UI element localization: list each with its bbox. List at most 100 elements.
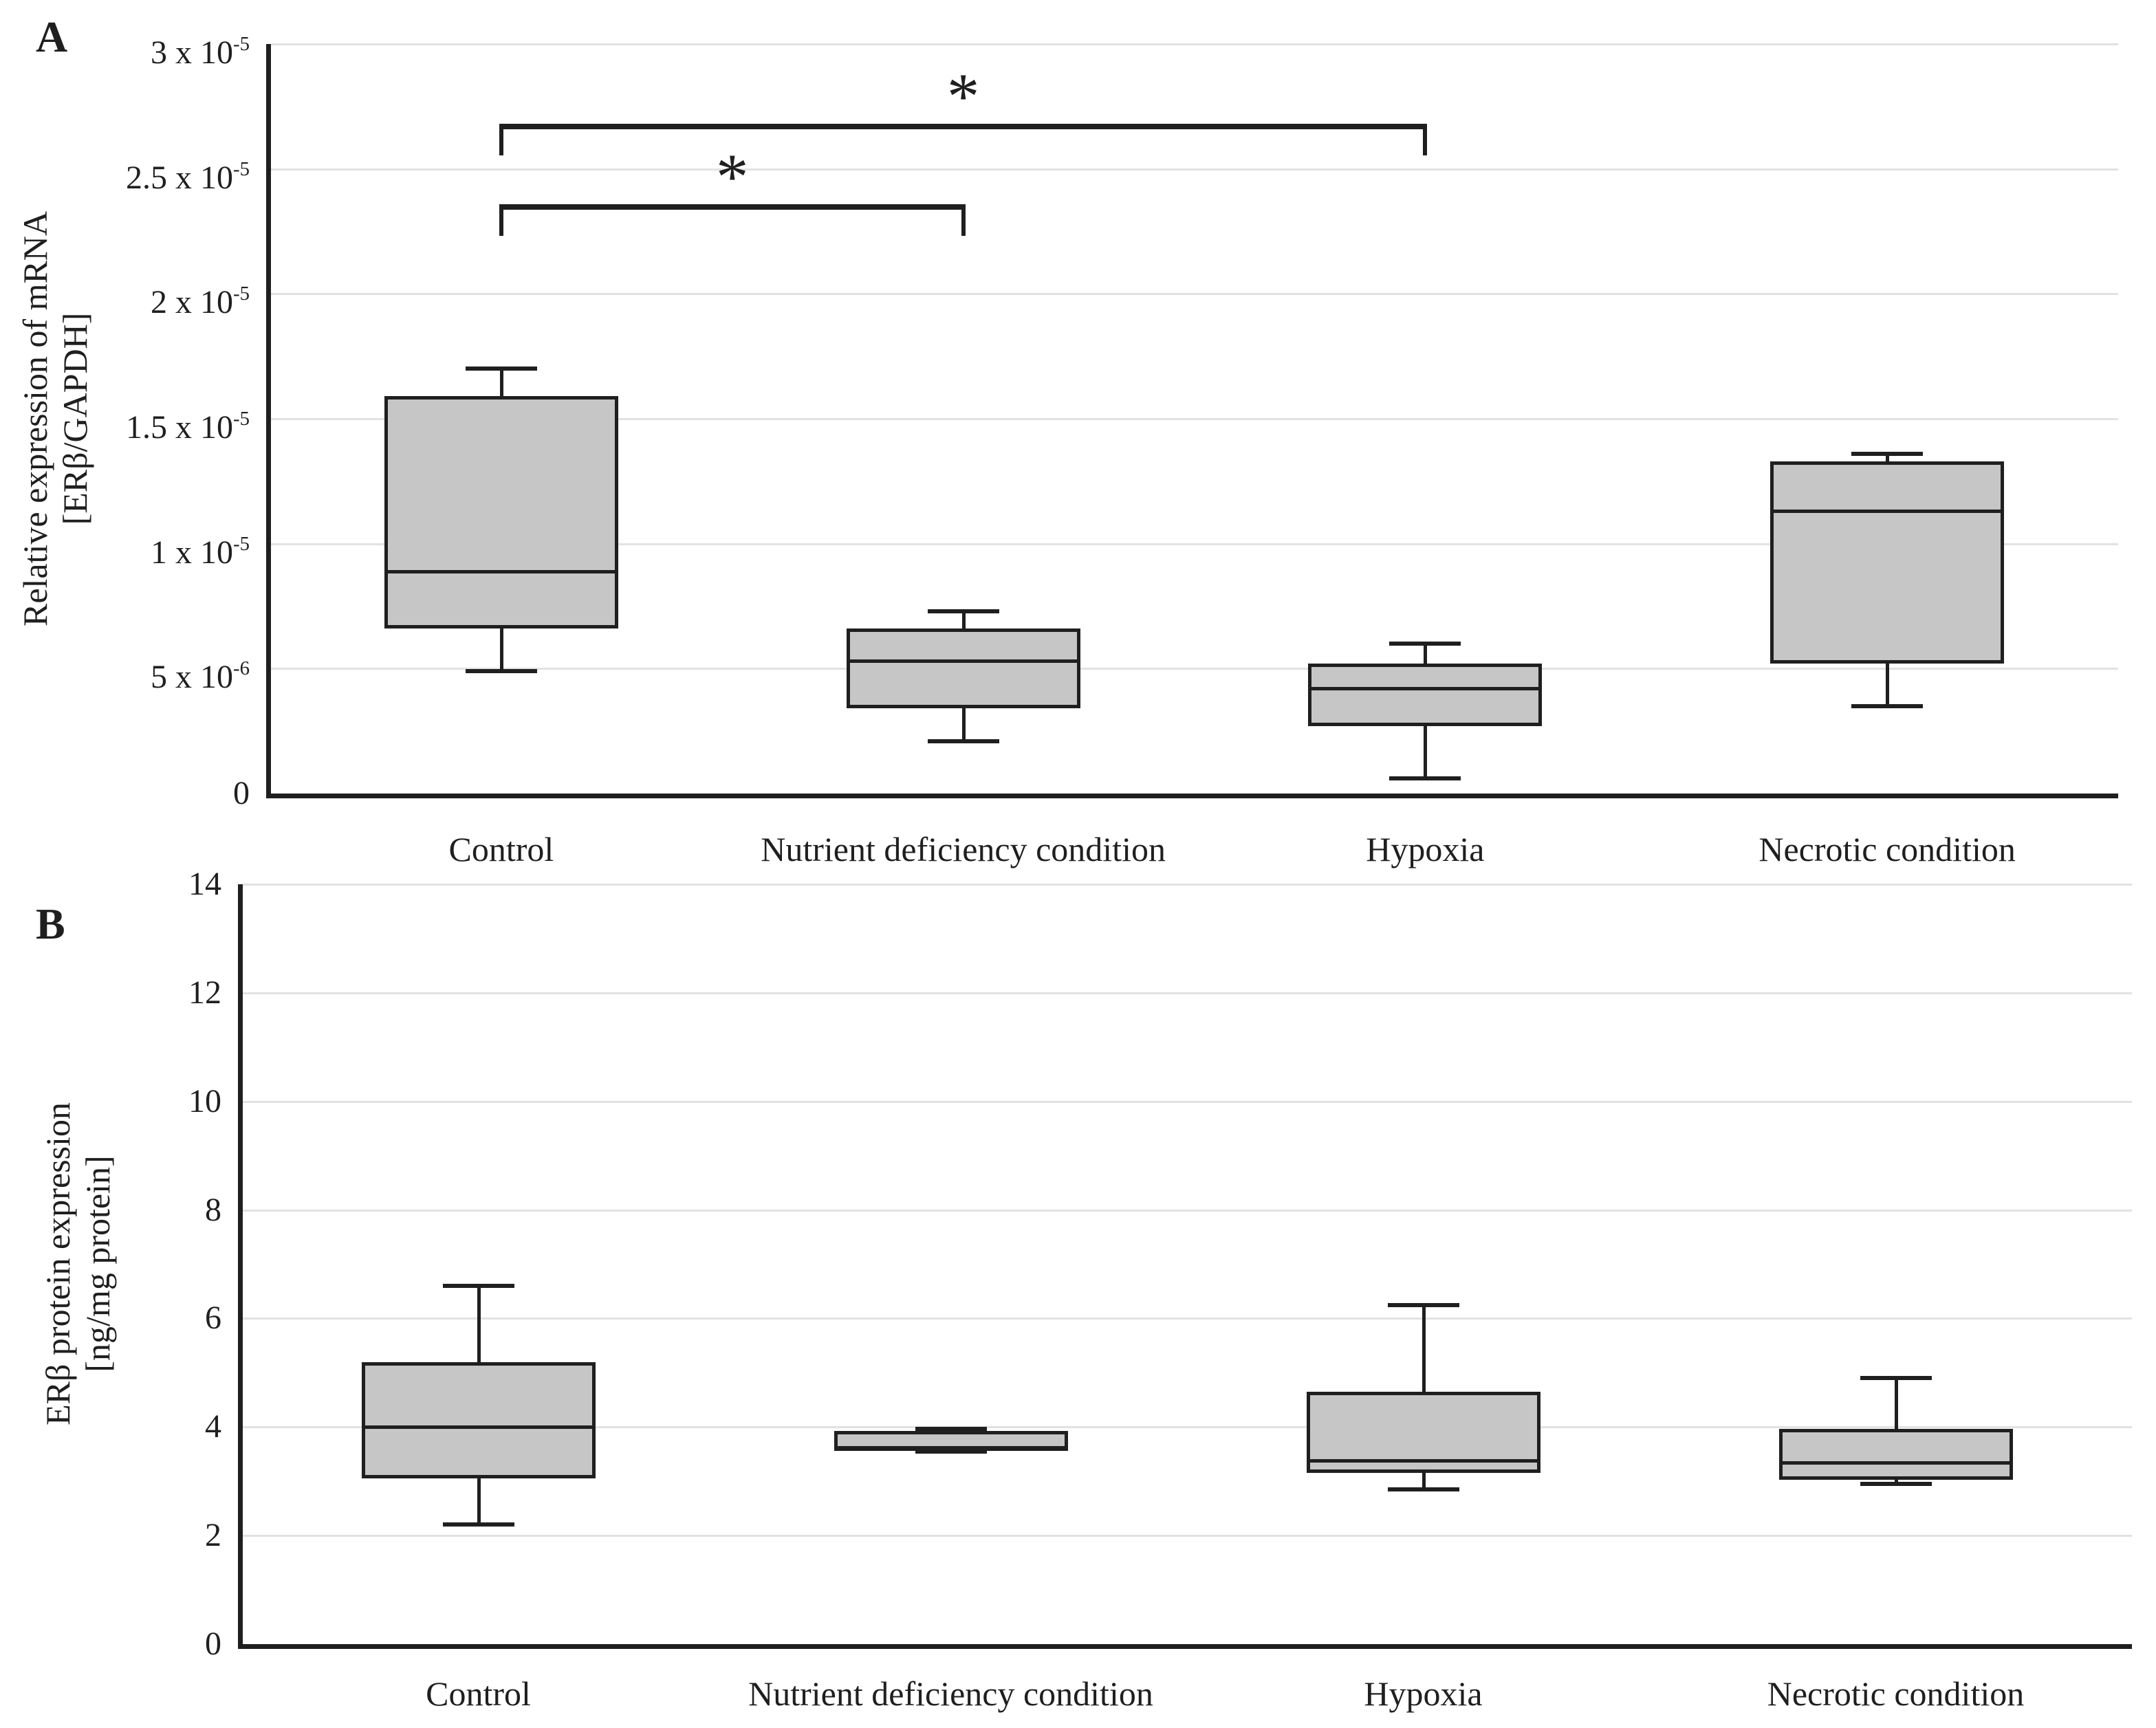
whisker-stem-bottom-nutrient-deficiency-condition bbox=[961, 708, 966, 741]
panel-b-y-axis-title: ERβ protein expression [ng/mg protein] bbox=[38, 1102, 118, 1425]
y-tick-exponent: -5 bbox=[233, 33, 250, 55]
box-necrotic-condition bbox=[1778, 1428, 2013, 1480]
median-line-hypoxia bbox=[1306, 1459, 1540, 1463]
y-tick-label: 1 x 10-5 bbox=[151, 532, 250, 571]
box-control bbox=[384, 396, 618, 629]
whisker-stem-top-hypoxia bbox=[1424, 644, 1428, 664]
significance-bracket bbox=[499, 124, 1428, 156]
y-axis-line bbox=[266, 44, 271, 798]
whisker-stem-top-hypoxia bbox=[1422, 1304, 1426, 1392]
y-tick-label: 3 x 10-5 bbox=[151, 33, 250, 72]
panel-b-letter: B bbox=[36, 899, 65, 948]
y-axis-line bbox=[238, 884, 243, 1649]
whisker-stem-bottom-hypoxia bbox=[1424, 725, 1428, 779]
x-axis-line bbox=[238, 1644, 2132, 1649]
whisker-stem-bottom-necrotic-condition bbox=[1886, 664, 1890, 706]
box-control bbox=[361, 1361, 596, 1479]
significance-bracket bbox=[499, 204, 966, 236]
category-label-necrotic-condition: Necrotic condition bbox=[1767, 1674, 2025, 1713]
median-line-nutrient-deficiency-condition bbox=[846, 659, 1080, 664]
whisker-cap-bottom-control bbox=[442, 1522, 514, 1527]
panel-b-y-axis-title-line: ERβ protein expression bbox=[39, 1102, 77, 1425]
significance-asterisk: * bbox=[716, 140, 749, 213]
y-tick-label: 0 bbox=[205, 1626, 221, 1662]
y-tick-exponent: -5 bbox=[233, 283, 250, 305]
gridline bbox=[243, 1426, 2132, 1429]
y-tick-label: 10 bbox=[188, 1082, 221, 1119]
gridline bbox=[243, 1317, 2132, 1320]
whisker-stem-bottom-necrotic-condition bbox=[1894, 1479, 1898, 1485]
whisker-cap-bottom-necrotic-condition bbox=[1860, 1482, 1932, 1487]
whisker-cap-top-control bbox=[465, 367, 537, 371]
gridline bbox=[271, 543, 2118, 545]
y-tick-label: 6 bbox=[205, 1300, 221, 1337]
panel-a-letter: A bbox=[36, 12, 68, 61]
y-tick-label: 1.5 x 10-5 bbox=[126, 408, 250, 446]
category-label-hypoxia: Hypoxia bbox=[1366, 830, 1485, 868]
category-label-necrotic-condition: Necrotic condition bbox=[1758, 830, 2016, 868]
whisker-cap-top-necrotic-condition bbox=[1860, 1376, 1932, 1381]
y-tick-label: 0 bbox=[233, 775, 250, 811]
median-line-necrotic-condition bbox=[1770, 510, 2005, 514]
y-tick-label: 4 bbox=[205, 1408, 221, 1445]
whisker-stem-top-necrotic-condition bbox=[1894, 1378, 1898, 1429]
y-tick-exponent: -6 bbox=[233, 657, 250, 680]
y-tick-exponent: -5 bbox=[233, 532, 250, 555]
median-line-necrotic-condition bbox=[1778, 1461, 2013, 1465]
y-tick-label: 2 x 10-5 bbox=[151, 283, 250, 321]
category-label-nutrient-deficiency-condition: Nutrient deficiency condition bbox=[761, 830, 1166, 868]
x-axis-line bbox=[266, 794, 2118, 798]
category-label-hypoxia: Hypoxia bbox=[1364, 1674, 1483, 1713]
whisker-stem-top-necrotic-condition bbox=[1886, 453, 1890, 461]
whisker-cap-bottom-control bbox=[465, 668, 537, 673]
gridline bbox=[271, 668, 2118, 670]
whisker-stem-top-nutrient-deficiency-condition bbox=[961, 611, 966, 629]
gridline bbox=[271, 293, 2118, 296]
whisker-cap-bottom-necrotic-condition bbox=[1851, 703, 1924, 708]
median-line-hypoxia bbox=[1308, 687, 1543, 691]
whisker-cap-bottom-nutrient-deficiency-condition bbox=[927, 739, 999, 743]
category-label-nutrient-deficiency-condition: Nutrient deficiency condition bbox=[748, 1674, 1153, 1713]
whisker-cap-bottom-hypoxia bbox=[1387, 1487, 1459, 1492]
whisker-cap-top-nutrient-deficiency-condition bbox=[927, 609, 999, 613]
y-tick-label: 8 bbox=[205, 1191, 221, 1228]
whisker-cap-top-hypoxia bbox=[1387, 1302, 1459, 1307]
box-necrotic-condition bbox=[1770, 461, 2005, 664]
median-line-control bbox=[384, 569, 618, 573]
whisker-stem-bottom-hypoxia bbox=[1422, 1473, 1426, 1490]
gridline bbox=[243, 1100, 2132, 1103]
gridline bbox=[271, 418, 2118, 420]
box-nutrient-deficiency-condition bbox=[846, 628, 1080, 709]
gridline bbox=[271, 43, 2118, 45]
gridline bbox=[271, 168, 2118, 171]
whisker-stem-top-control bbox=[499, 369, 503, 397]
panel-b-y-axis-title-line: [ng/mg protein] bbox=[78, 1155, 117, 1372]
gridline bbox=[243, 884, 2132, 886]
y-tick-label: 14 bbox=[188, 866, 221, 902]
gridline bbox=[243, 1209, 2132, 1212]
whisker-stem-bottom-control bbox=[477, 1478, 481, 1525]
significance-asterisk: * bbox=[946, 60, 980, 133]
y-tick-label: 5 x 10-6 bbox=[151, 657, 250, 696]
category-label-control: Control bbox=[448, 830, 554, 868]
y-tick-label: 12 bbox=[188, 974, 221, 1011]
gridline bbox=[243, 992, 2132, 994]
y-tick-label: 2.5 x 10-5 bbox=[126, 157, 250, 196]
whisker-cap-bottom-nutrient-deficiency-condition bbox=[915, 1449, 987, 1454]
category-label-control: Control bbox=[426, 1674, 531, 1713]
y-tick-exponent: -5 bbox=[233, 408, 250, 430]
whisker-cap-bottom-hypoxia bbox=[1389, 776, 1461, 781]
whisker-stem-top-control bbox=[477, 1286, 481, 1362]
median-line-nutrient-deficiency-condition bbox=[834, 1447, 1068, 1451]
box-hypoxia bbox=[1308, 664, 1543, 726]
gridline bbox=[243, 1535, 2132, 1538]
y-tick-label: 2 bbox=[205, 1517, 221, 1554]
whisker-stem-bottom-control bbox=[499, 628, 503, 671]
whisker-cap-top-necrotic-condition bbox=[1851, 451, 1924, 456]
whisker-cap-top-hypoxia bbox=[1389, 642, 1461, 646]
whisker-cap-top-control bbox=[442, 1284, 514, 1289]
y-tick-exponent: -5 bbox=[233, 157, 250, 180]
whisker-cap-top-nutrient-deficiency-condition bbox=[915, 1426, 987, 1431]
median-line-control bbox=[361, 1425, 596, 1430]
